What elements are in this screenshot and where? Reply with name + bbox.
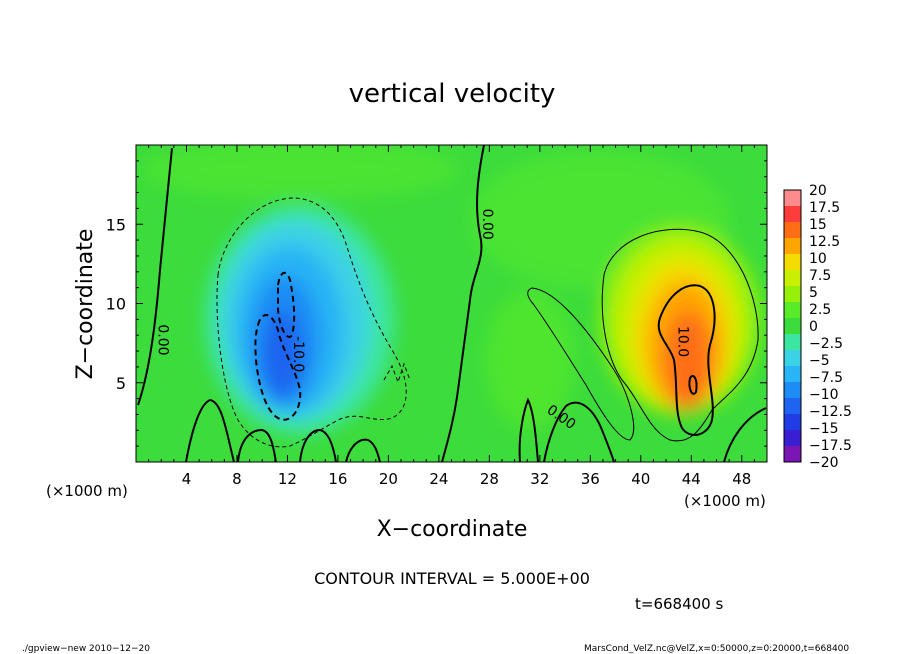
colorbar-label: 20 <box>809 183 827 199</box>
contour-minus-10 <box>254 314 302 421</box>
colorbar-label: 7.5 <box>809 268 831 284</box>
colorbar-segment <box>784 238 801 254</box>
colorbar-segment <box>784 382 801 398</box>
x-tick-label: 12 <box>278 470 297 488</box>
colorbar-segment <box>784 302 801 318</box>
colorbar-label: −5 <box>809 353 830 369</box>
contour-label: 0.00 <box>155 324 171 355</box>
minus-10-contours <box>254 271 302 421</box>
colorbar: 2017.51512.5107.552.50−2.5−5−7.5−10−12.5… <box>783 183 852 471</box>
contour-label: -10.0 <box>290 336 306 372</box>
colorbar-label: −2.5 <box>809 336 843 352</box>
x-tick-label: 32 <box>530 470 549 488</box>
x-unit-left: (×1000 m) <box>46 482 128 500</box>
colorbar-segment <box>784 350 801 366</box>
contour-10-small <box>688 374 698 395</box>
y-axis-label: Z−coordinate <box>73 229 98 380</box>
colorbar-segment <box>784 446 801 462</box>
colorbar-frame <box>783 189 802 463</box>
zero-contour <box>237 428 277 462</box>
colorbar-segment <box>784 254 801 270</box>
footer-right: MarsCond_VelZ.nc@VelZ,x=0:50000,z=0:2000… <box>584 644 849 654</box>
contour-label: 10.0 <box>675 326 691 357</box>
y-axis: 5 10 15 <box>106 160 767 447</box>
colorbar-segment <box>784 190 801 206</box>
y-tick-label: 10 <box>106 295 126 314</box>
x-unit-right: (×1000 m) <box>684 492 766 510</box>
zero-contours <box>137 145 767 462</box>
colorbar-label: 0 <box>809 319 818 335</box>
colorbar-segment <box>784 206 801 222</box>
colorbar-label: −15 <box>809 421 839 437</box>
x-tick-label: 40 <box>631 470 650 488</box>
zero-contour <box>441 145 485 462</box>
zero-contour <box>723 407 767 462</box>
zero-contour <box>137 147 173 406</box>
colorbar-label: 12.5 <box>809 234 840 250</box>
colorbar-segment <box>784 222 801 238</box>
y-tick-label: 15 <box>106 215 126 234</box>
colorbar-segment <box>784 334 801 350</box>
zero-contour <box>518 397 539 462</box>
x-tick-label: 28 <box>480 470 499 488</box>
downdraft-core <box>262 310 302 400</box>
x-axis-label: X−coordinate <box>377 517 528 542</box>
zero-contour <box>345 438 381 462</box>
x-tick-label: 4 <box>182 470 192 488</box>
colorbar-label: 10 <box>809 251 827 267</box>
colorbar-segment <box>784 414 801 430</box>
x-tick-label: 36 <box>581 470 600 488</box>
negative-contours <box>216 197 411 448</box>
contour-minus-5 <box>216 197 407 448</box>
x-tick-label: 48 <box>732 470 751 488</box>
colorbar-label: −12.5 <box>809 404 852 420</box>
time-text: t=668400 s <box>635 595 723 613</box>
colorbar-segment <box>784 318 801 334</box>
colorbar-label: 5 <box>809 285 818 301</box>
contour-10 <box>657 284 716 436</box>
colorbar-label: −20 <box>809 455 839 471</box>
contour-minus-10 <box>277 271 296 338</box>
colorbar-label: 17.5 <box>809 200 840 216</box>
colorbar-label: −7.5 <box>809 370 843 386</box>
colorbar-label: 2.5 <box>809 302 831 318</box>
x-tick-label: 20 <box>379 470 398 488</box>
x-tick-label: 44 <box>682 470 701 488</box>
contour-minus-5-small <box>383 362 411 384</box>
positive-contours <box>527 228 759 442</box>
colorbar-segment <box>784 270 801 286</box>
zero-contour <box>185 398 235 462</box>
x-axis: 4 8 12 16 20 24 28 32 36 40 44 48 <box>148 145 755 488</box>
colorbar-segment <box>784 398 801 414</box>
neutral-band <box>140 145 460 200</box>
neutral-band <box>485 290 575 430</box>
colorbar-label: 15 <box>809 217 827 233</box>
colorbar-label: −17.5 <box>809 438 852 454</box>
y-tick-label: 5 <box>116 374 126 393</box>
x-tick-label: 24 <box>429 470 448 488</box>
colorbar-label: −10 <box>809 387 839 403</box>
colorbar-segment <box>784 286 801 302</box>
plot-area <box>136 145 767 462</box>
colorbar-segment <box>784 430 801 446</box>
footer-left: ./gpview−new 2010−12−20 <box>22 644 150 654</box>
contour-interval-text: CONTOUR INTERVAL = 5.000E+00 <box>314 569 590 588</box>
contour-5 <box>527 287 635 441</box>
x-tick-label: 16 <box>328 470 347 488</box>
chart-title: vertical velocity <box>349 79 556 109</box>
zero-contour <box>543 401 615 462</box>
x-tick-label: 8 <box>232 470 242 488</box>
colorbar-segment <box>784 366 801 382</box>
contour-5 <box>601 228 759 442</box>
contour-label: 0.00 <box>479 209 495 240</box>
